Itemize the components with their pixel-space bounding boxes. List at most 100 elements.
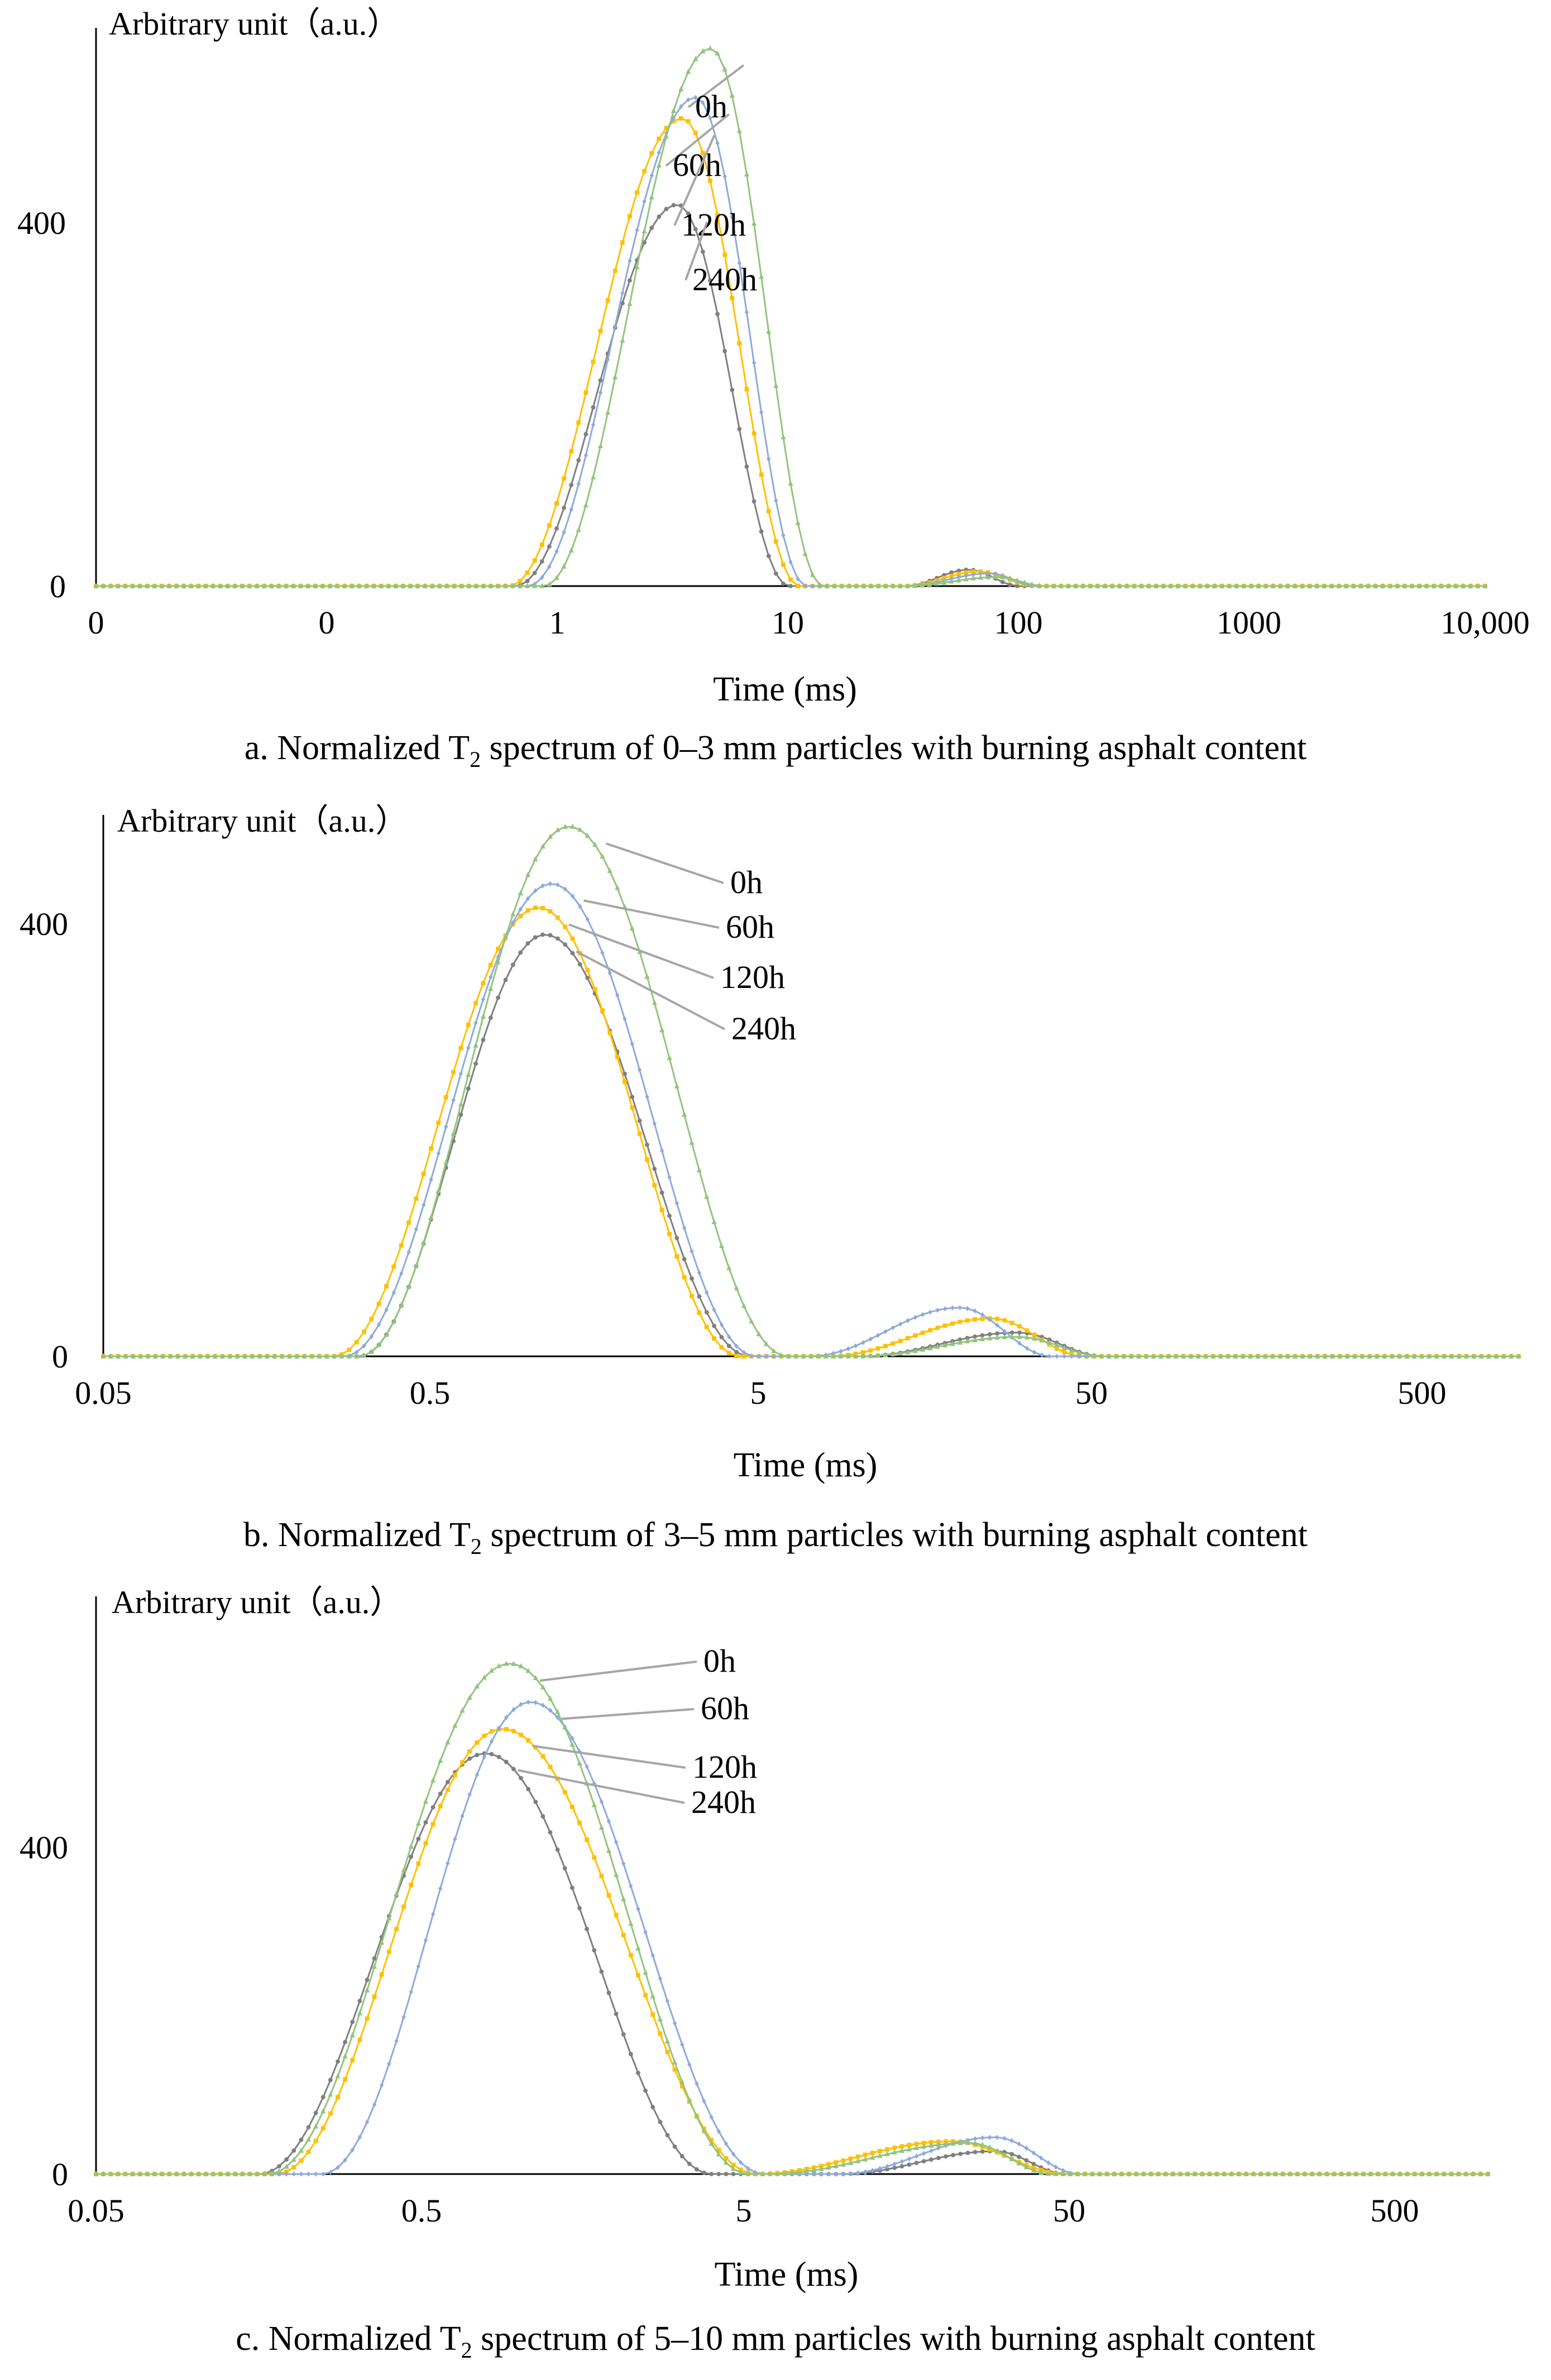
square-marker [372, 1994, 377, 1999]
triangle-marker [116, 1353, 121, 1359]
square-marker [362, 1330, 366, 1335]
triangle-marker [569, 823, 576, 829]
square-marker [950, 1321, 955, 1326]
square-marker [973, 1317, 977, 1322]
triangle-marker [892, 2149, 897, 2155]
diamond-marker [635, 227, 639, 233]
triangle-marker [489, 1667, 495, 1673]
triangle-marker [950, 2140, 956, 2146]
caption-subscript: 2 [470, 747, 481, 772]
triangle-marker [1119, 2171, 1124, 2176]
triangle-marker [346, 1353, 352, 1359]
triangle-marker [1322, 1353, 1328, 1359]
diamond-marker [629, 1883, 633, 1889]
caption-suffix: spectrum of 5–10 mm particles with burni… [472, 2320, 1315, 2358]
square-marker [848, 2156, 853, 2161]
square-marker [819, 2163, 824, 2168]
diamond-marker [738, 2160, 743, 2165]
diamond-marker [650, 1952, 655, 1958]
triangle-marker [1203, 1353, 1209, 1359]
triangle-marker [1416, 583, 1422, 588]
triangle-marker [547, 833, 553, 839]
square-marker [715, 213, 720, 218]
circle-marker [737, 426, 742, 431]
triangle-marker [458, 1101, 464, 1107]
caption-prefix: a. Normalized T [245, 729, 470, 767]
leader-line-0h [687, 64, 745, 108]
diamond-marker [722, 174, 727, 179]
square-marker [980, 1316, 985, 1321]
diamond-marker [1032, 1350, 1037, 1355]
diamond-marker [1002, 2136, 1007, 2141]
square-marker [913, 1333, 918, 1338]
square-marker [649, 151, 654, 156]
triangle-marker [525, 1668, 531, 1673]
square-marker [841, 2158, 846, 2163]
triangle-marker [1307, 583, 1313, 588]
circle-marker [682, 1256, 687, 1261]
triangle-marker [963, 576, 969, 582]
triangle-marker [332, 1353, 337, 1359]
diamond-marker [1061, 2167, 1065, 2173]
triangle-marker [100, 583, 106, 588]
triangle-marker [613, 1872, 619, 1877]
circle-marker [547, 544, 552, 549]
chart-panel-b: Arbitrary unit（a.u.） 0 400 0.05 0.5 5 50 500 Tim… [20, 803, 1521, 1559]
circle-marker [1015, 583, 1019, 588]
triangle-marker [422, 583, 428, 588]
diamond-marker [313, 2171, 318, 2177]
triangle-marker [309, 1353, 315, 1359]
triangle-marker [793, 1353, 799, 1359]
diamond-marker [702, 2098, 706, 2104]
circle-marker [702, 2170, 706, 2175]
triangle-marker [540, 843, 545, 849]
square-marker [708, 179, 712, 183]
triangle-marker [1449, 1353, 1454, 1359]
diamond-marker [878, 2166, 882, 2171]
circle-marker [291, 2148, 296, 2153]
triangle-marker [627, 300, 633, 306]
diamond-marker [956, 574, 961, 580]
diamond-marker [1077, 1354, 1081, 1359]
series-label-0h: 0h [703, 1643, 736, 1679]
triangle-marker [1053, 2171, 1059, 2176]
diamond-marker [757, 1354, 761, 1359]
triangle-marker [363, 583, 370, 588]
x-tick-label: 0.5 [410, 1375, 451, 1411]
triangle-marker [181, 2171, 187, 2176]
triangle-marker [927, 581, 932, 587]
triangle-marker [1424, 583, 1429, 588]
triangle-marker [722, 66, 727, 71]
triangle-marker [620, 337, 625, 343]
triangle-marker [1177, 2171, 1183, 2176]
diamond-marker [682, 1225, 687, 1231]
diamond-marker [570, 1735, 575, 1741]
diamond-marker [846, 1346, 850, 1352]
triangle-marker [257, 1353, 262, 1359]
circle-marker [671, 203, 676, 208]
diamond-marker [570, 894, 575, 899]
diamond-marker [1017, 1341, 1022, 1346]
triangle-marker [1441, 1353, 1447, 1359]
diamond-marker [554, 549, 559, 554]
square-marker [658, 2031, 663, 2036]
triangle-marker [905, 1349, 911, 1355]
triangle-marker [744, 171, 750, 177]
triangle-marker [286, 1353, 293, 1359]
panel-caption: b. Normalized T2 spectrum of 3–5 mm part… [243, 1516, 1308, 1559]
triangle-marker [1309, 2171, 1315, 2176]
circle-marker [1009, 1330, 1014, 1335]
diamond-marker [562, 530, 566, 535]
square-marker [612, 268, 617, 273]
square-marker [458, 1045, 463, 1050]
triangle-marker [576, 526, 581, 532]
triangle-marker [778, 1352, 784, 1357]
circle-marker [719, 1335, 724, 1340]
triangle-marker [393, 583, 399, 588]
square-marker [577, 1820, 582, 1825]
diamond-marker [548, 1707, 553, 1713]
x-tick-label: 50 [1075, 1375, 1108, 1411]
circle-marker [726, 1343, 731, 1349]
square-marker [391, 1264, 396, 1269]
diamond-marker [643, 1930, 648, 1935]
